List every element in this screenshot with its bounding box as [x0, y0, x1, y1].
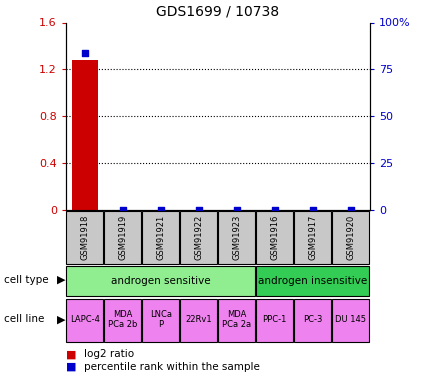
- Text: LNCa
P: LNCa P: [150, 310, 172, 329]
- Title: GDS1699 / 10738: GDS1699 / 10738: [156, 4, 279, 18]
- Bar: [256, 210, 293, 264]
- Bar: [332, 300, 369, 342]
- Point: [196, 207, 202, 213]
- Text: cell type: cell type: [4, 275, 49, 285]
- Bar: [71, 60, 98, 210]
- Text: GSM91922: GSM91922: [194, 214, 203, 260]
- Bar: [295, 300, 331, 342]
- Text: androgen insensitive: androgen insensitive: [258, 276, 367, 286]
- Point: [309, 207, 316, 213]
- Text: PC-3: PC-3: [303, 315, 323, 324]
- Bar: [66, 210, 103, 264]
- Text: GSM91923: GSM91923: [232, 214, 241, 260]
- Text: GSM91919: GSM91919: [118, 214, 127, 260]
- Bar: [256, 300, 293, 342]
- Bar: [295, 210, 331, 264]
- Text: ■: ■: [66, 362, 76, 372]
- Point: [233, 207, 240, 213]
- Point: [272, 207, 278, 213]
- Point: [157, 207, 164, 213]
- Text: percentile rank within the sample: percentile rank within the sample: [84, 362, 260, 372]
- Bar: [181, 300, 217, 342]
- Text: PPC-1: PPC-1: [263, 315, 287, 324]
- Bar: [332, 210, 369, 264]
- Bar: [218, 300, 255, 342]
- Text: ■: ■: [66, 350, 76, 359]
- Text: GSM91918: GSM91918: [80, 214, 89, 260]
- Text: log2 ratio: log2 ratio: [84, 350, 134, 359]
- Text: 22Rv1: 22Rv1: [185, 315, 212, 324]
- Bar: [218, 210, 255, 264]
- Point: [347, 207, 354, 213]
- Text: GSM91917: GSM91917: [308, 214, 317, 260]
- Text: ▶: ▶: [57, 315, 65, 324]
- Text: androgen sensitive: androgen sensitive: [111, 276, 211, 286]
- Text: LAPC-4: LAPC-4: [70, 315, 100, 324]
- Text: ▶: ▶: [57, 275, 65, 285]
- Bar: [105, 210, 141, 264]
- Text: GSM91916: GSM91916: [270, 214, 279, 260]
- Text: GSM91920: GSM91920: [346, 214, 355, 260]
- Text: MDA
PCa 2a: MDA PCa 2a: [222, 310, 251, 329]
- Bar: [105, 300, 141, 342]
- Bar: [181, 210, 217, 264]
- Point: [82, 51, 88, 57]
- Bar: [256, 266, 369, 296]
- Text: DU 145: DU 145: [335, 315, 366, 324]
- Text: MDA
PCa 2b: MDA PCa 2b: [108, 310, 138, 329]
- Bar: [142, 210, 179, 264]
- Point: [119, 207, 126, 213]
- Text: cell line: cell line: [4, 315, 45, 324]
- Bar: [66, 300, 103, 342]
- Bar: [142, 300, 179, 342]
- Text: GSM91921: GSM91921: [156, 214, 165, 260]
- Bar: [66, 266, 255, 296]
